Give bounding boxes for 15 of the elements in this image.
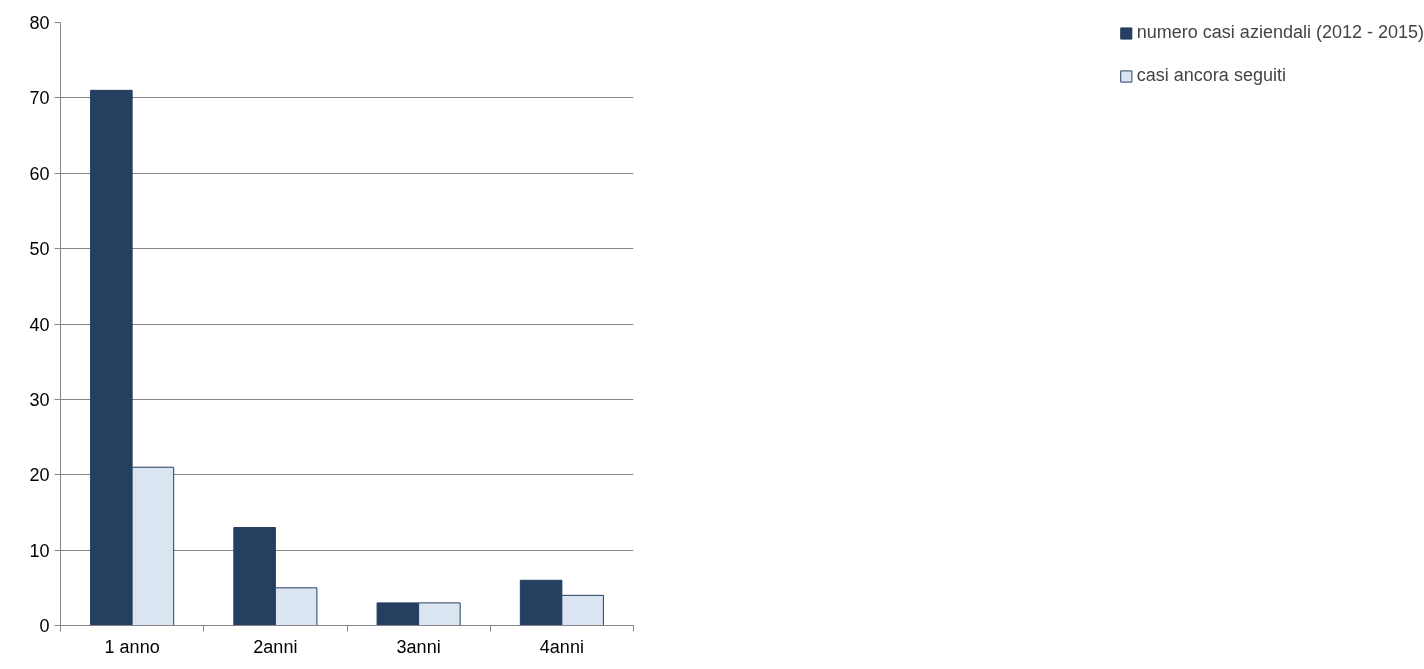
y-tick-label: 50 bbox=[29, 239, 50, 260]
y-tick-label: 0 bbox=[39, 616, 50, 636]
y-tick-label: 20 bbox=[29, 465, 50, 486]
legend-label: numero casi aziendali (2012 - 2015) bbox=[1136, 22, 1424, 43]
y-tick-label: 10 bbox=[29, 540, 50, 561]
x-tick-label: 1 anno bbox=[104, 636, 160, 657]
x-tick-label: 4anni bbox=[539, 636, 584, 657]
x-tick-label: 3anni bbox=[396, 636, 441, 657]
y-tick-label: 70 bbox=[29, 88, 50, 109]
legend-label: casi ancora seguiti bbox=[1136, 65, 1286, 86]
y-tick-label: 40 bbox=[29, 314, 50, 335]
y-tick-label: 30 bbox=[29, 389, 50, 410]
x-tick-label: 2anni bbox=[253, 636, 298, 657]
y-tick-label: 80 bbox=[29, 13, 50, 33]
y-tick-label: 60 bbox=[29, 163, 50, 184]
